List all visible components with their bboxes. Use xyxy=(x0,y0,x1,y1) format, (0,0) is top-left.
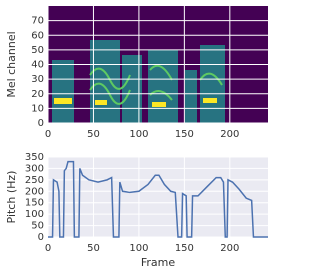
y-tick-label: 350 xyxy=(25,152,44,163)
x-tick-label: 0 xyxy=(45,129,51,140)
y-tick-label: 60 xyxy=(31,30,44,41)
x-tick-label: 0 xyxy=(45,243,51,254)
y-tick-label: 10 xyxy=(31,103,44,114)
x-axis-label: Frame xyxy=(141,256,176,269)
y-tick-label: 0 xyxy=(38,118,44,129)
y-tick-label: 100 xyxy=(25,209,44,220)
x-tick-label: 150 xyxy=(175,243,194,254)
plot-area xyxy=(48,157,268,237)
x-tick-label: 100 xyxy=(129,243,148,254)
x-tick-label: 200 xyxy=(220,243,239,254)
y-tick-label: 200 xyxy=(25,186,44,197)
y-axis-label: Pitch (Hz) xyxy=(5,171,18,224)
x-tick-label: 200 xyxy=(220,129,239,140)
y-tick-label: 20 xyxy=(31,89,44,100)
y-tick-label: 50 xyxy=(31,221,44,232)
y-tick-label: 30 xyxy=(31,74,44,85)
y-tick-label: 250 xyxy=(25,175,44,186)
x-tick-label: 100 xyxy=(129,129,148,140)
y-tick-label: 50 xyxy=(31,45,44,56)
y-axis-label: Mel channel xyxy=(5,31,18,97)
y-tick-label: 0 xyxy=(38,232,44,243)
y-tick-label: 40 xyxy=(31,60,44,71)
y-tick-label: 300 xyxy=(25,163,44,174)
x-tick-label: 50 xyxy=(87,243,100,254)
pitch-line xyxy=(48,160,268,238)
y-tick-label: 150 xyxy=(25,198,44,209)
x-tick-label: 50 xyxy=(87,129,100,140)
y-tick-label: 70 xyxy=(31,16,44,27)
x-tick-label: 150 xyxy=(175,129,194,140)
